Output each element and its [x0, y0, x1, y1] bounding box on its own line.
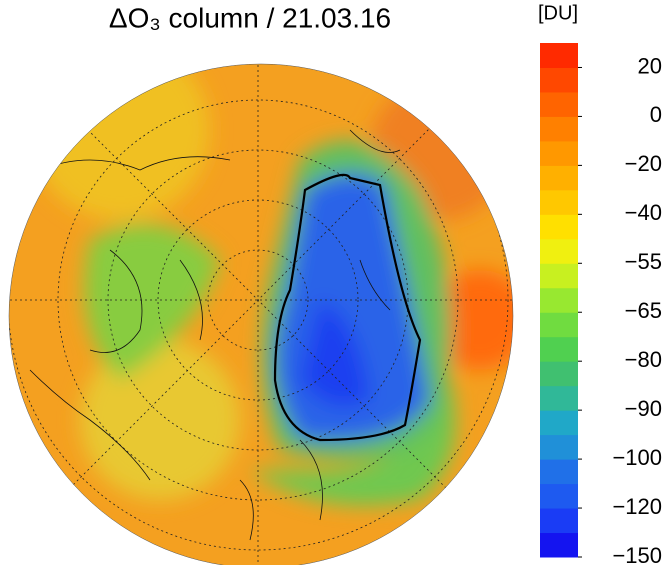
- colorbar-tick-label: −40: [625, 200, 662, 225]
- colorbar-tick-label: −55: [625, 249, 662, 274]
- colorbar-tick-label: −120: [612, 494, 662, 519]
- map-edge: [8, 63, 514, 565]
- colorbar-tick-label: −100: [612, 445, 662, 470]
- colorbar-band: [540, 165, 578, 191]
- colorbar-band: [540, 483, 578, 509]
- chart-title: ΔO₃ column / 21.03.16: [109, 2, 391, 33]
- colorbar-band: [540, 238, 578, 264]
- colorbar-band: [540, 43, 578, 68]
- map: [9, 64, 513, 565]
- colorbar-tick-label: −80: [625, 347, 662, 372]
- colorbar-band: [540, 336, 578, 362]
- colorbar-band: [540, 434, 578, 460]
- colorbar-tick-label: −20: [625, 151, 662, 176]
- colorbar-band: [540, 532, 578, 558]
- colorbar-unit: [DU]: [538, 2, 578, 24]
- colorbar-band: [540, 361, 578, 387]
- colorbar-band: [540, 263, 578, 289]
- colorbar-tick-label: 20: [638, 53, 662, 78]
- colorbar-band: [540, 508, 578, 534]
- colorbar-band: [540, 385, 578, 411]
- colorbar-band: [540, 214, 578, 240]
- colorbar-band: [540, 91, 578, 117]
- colorbar-tick-label: −90: [625, 396, 662, 421]
- colorbar-tick-label: −150: [612, 543, 662, 565]
- colorbar-band: [540, 140, 578, 166]
- vortex-contour: [273, 173, 422, 442]
- colorbar-band: [540, 287, 578, 313]
- colorbar-band: [540, 459, 578, 485]
- colorbar-tick-label: 0: [650, 102, 662, 127]
- colorbar-band: [540, 189, 578, 215]
- colorbar-tick-label: −65: [625, 298, 662, 323]
- colorbar-band: [540, 116, 578, 142]
- colorbar-band: [540, 67, 578, 93]
- colorbar: −150 −120 −100 −90 −80 −65 −55 −40 −20 0 20: [540, 43, 662, 565]
- colorbar-band: [540, 410, 578, 436]
- colorbar-band: [540, 312, 578, 338]
